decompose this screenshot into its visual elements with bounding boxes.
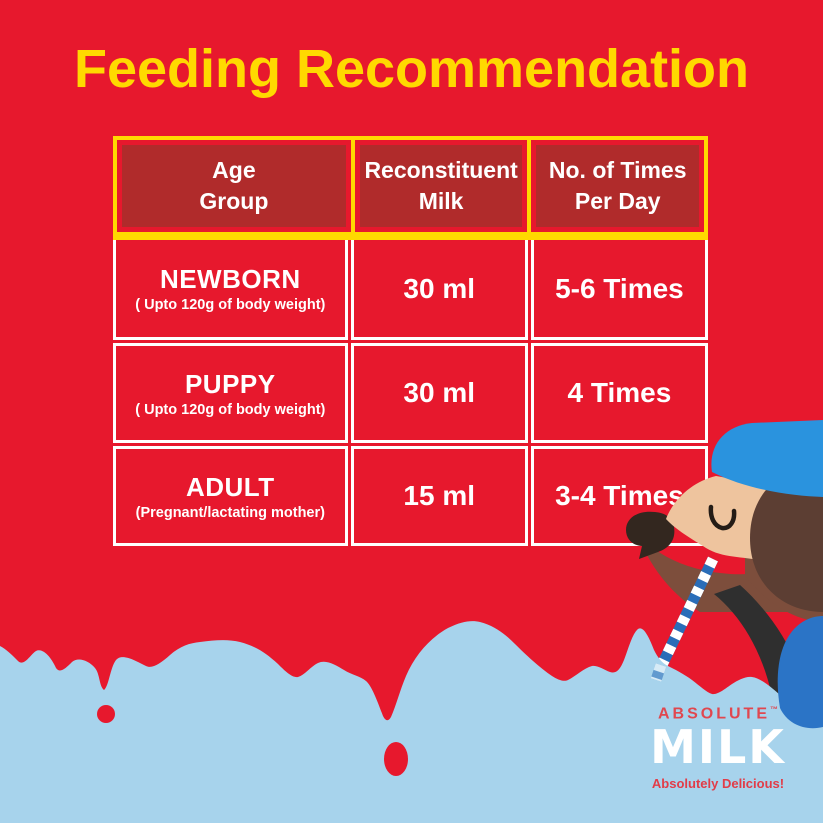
header-age-group: Age Group [122,145,346,227]
table-row-newborn-age: NEWBORN ( Upto 120g of body weight) [113,240,348,340]
times-per-day: 3-4 Times [555,480,684,511]
age-group-note: ( Upto 120g of body weight) [135,401,326,418]
header-reconstituent-milk: Reconstituent Milk [359,145,523,227]
milk-amount: 15 ml [403,480,475,511]
brand-tagline: Absolutely Delicious! [651,776,785,792]
dog-strap-shape [714,585,808,698]
times-per-day: 4 Times [567,377,672,408]
table-row-puppy-age: PUPPY ( Upto 120g of body weight) [113,343,348,443]
table-row-puppy-milk: 30 ml [350,343,528,443]
dog-ear-shape [750,465,823,612]
header-col-wrap: No. of Times Per Day [527,140,704,232]
table-row-adult-milk: 15 ml [350,446,528,546]
age-group-note: (Pregnant/lactating mother) [135,504,325,521]
age-group-label: ADULT [185,471,275,502]
trademark-symbol: ™ [770,705,778,714]
times-per-day: 5-6 Times [555,272,684,304]
table-header-row: Age Group Reconstituent Milk No. of Time… [113,136,708,240]
dog-neck-shape [745,556,823,622]
age-group-label: NEWBORN [159,264,301,294]
page-title: Feeding Recommendation [73,39,750,99]
age-group-note: ( Upto 120g of body weight) [135,297,326,313]
striped-straw-icon [656,556,718,670]
table-row-newborn-times: 5-6 Times [530,240,708,340]
feeding-table: Age Group Reconstituent Milk No. of Time… [113,136,708,546]
milk-amount: 30 ml [403,377,475,408]
red-drip-drops [97,705,408,776]
table-body: NEWBORN ( Upto 120g of body weight) 30 m… [113,240,708,546]
brand-logo: ABSOLUTE™ MILK Absolutely Delicious! [632,705,804,791]
age-group-label: PUPPY [184,368,276,399]
brand-name-main: MILK [650,720,786,775]
milk-amount: 30 ml [403,272,475,304]
table-row-newborn-milk: 30 ml [350,240,528,340]
table-row-adult-times: 3-4 Times [530,446,708,546]
table-row-adult-age: ADULT (Pregnant/lactating mother) [113,446,348,546]
dog-eye-icon [708,504,737,531]
header-col-wrap: Age Group [117,140,351,232]
table-row-puppy-times: 4 Times [530,343,708,443]
red-drop-large [384,742,408,776]
dog-cap-icon [711,420,823,497]
header-times-per-day: No. of Times Per Day [536,145,699,227]
red-drop-small [97,705,115,723]
header-col-wrap: Reconstituent Milk [350,140,528,232]
striped-straw-submerged-icon [650,663,667,682]
